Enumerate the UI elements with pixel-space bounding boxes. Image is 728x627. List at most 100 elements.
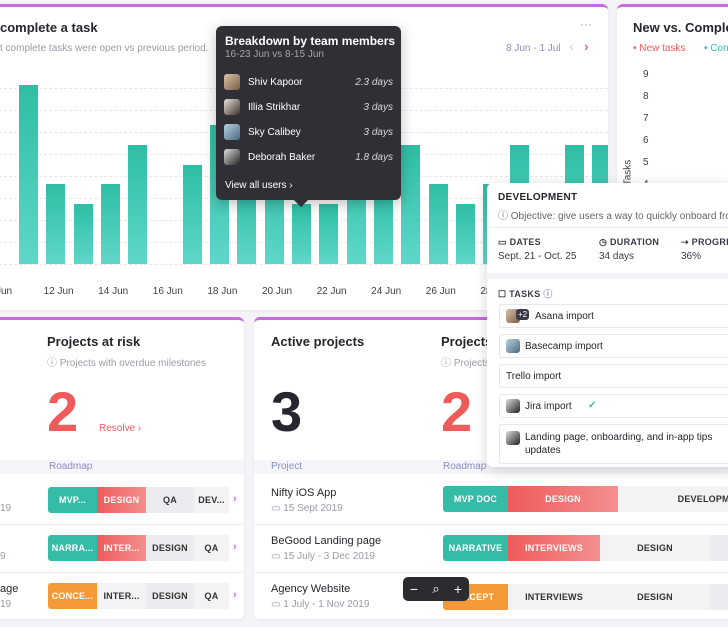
roadmap-segment[interactable]: DESIGN	[97, 487, 146, 513]
chart-bar[interactable]	[237, 184, 257, 264]
x-tick-label: 26 Jun	[425, 286, 456, 297]
chart-bar[interactable]	[46, 184, 66, 264]
chart-bar[interactable]	[100, 184, 120, 264]
zoom-out-button[interactable]: −	[409, 581, 419, 597]
chart-bar[interactable]	[182, 164, 202, 264]
task-item[interactable]: +2 Asana import	[499, 304, 728, 328]
development-popup: DEVELOPMENT ⓘ Objective: give users a wa…	[487, 183, 728, 467]
roadmap-segment[interactable]: DESIGN	[600, 535, 710, 561]
roadmap-segment[interactable]: MVP DOC	[443, 486, 508, 512]
progress-value: 36%	[681, 251, 702, 262]
risk-row-date: 9	[0, 551, 6, 562]
risk2-count: 2	[441, 380, 473, 443]
task-item[interactable]: Basecamp import	[499, 334, 728, 358]
roadmap-segment[interactable]: CONCE...	[48, 583, 97, 609]
risk-subtitle: ⓘ Projects with overdue milestones	[47, 358, 206, 369]
roadmap-segment[interactable]: NARRA...	[48, 535, 97, 561]
check-icon: ✓	[588, 400, 597, 411]
project-name[interactable]: Nifty iOS App	[271, 487, 337, 499]
roadmap-segment[interactable]: INTER...	[97, 535, 146, 561]
nvc-title: New vs. Complete	[633, 20, 728, 35]
resolve-link[interactable]: Resolve ›	[99, 423, 141, 434]
roadmap-segment[interactable]: DESIGN	[508, 486, 618, 512]
roadmap-segment[interactable]: NARRATIVE	[443, 535, 508, 561]
x-tick-label: 16 Jun	[152, 286, 183, 297]
x-tick-label: 14 Jun	[98, 286, 129, 297]
roadmap-segment[interactable]	[710, 584, 728, 610]
extra-assignees-badge: +2	[516, 309, 530, 320]
roadmap-segment[interactable]: DESIGN	[600, 584, 710, 610]
chevron-right-icon[interactable]: ›	[233, 589, 237, 601]
next-arrow[interactable]: ›	[584, 38, 589, 54]
roadmap-segment[interactable]	[710, 535, 728, 561]
zoom-control: − ⌕ +	[403, 577, 469, 601]
chart-bar[interactable]	[373, 184, 393, 264]
risk2-subtitle: ⓘ Projects	[441, 358, 490, 369]
dates-label: ▭ DATES	[498, 237, 541, 247]
roadmap-segment[interactable]: INTERVIEWS	[508, 535, 600, 561]
risk-title: Projects at risk	[47, 334, 141, 349]
legend-new-label: New tasks	[639, 43, 686, 54]
project-dates: ▭ 1 July - 1 Nov 2019	[271, 599, 370, 610]
task-item[interactable]: Landing page, onboarding, and in-app tip…	[499, 424, 728, 464]
roadmap-segment[interactable]: DESIGN	[146, 583, 194, 609]
avatar	[506, 339, 520, 353]
tooltip-subtitle: 16-23 Jun vs 8-15 Jun	[225, 49, 324, 60]
tasks-label-text: TASKS	[509, 289, 541, 299]
search-icon[interactable]: ⌕	[432, 581, 440, 596]
roadmap-segment[interactable]: MVP...	[48, 487, 97, 513]
roadmap-row[interactable]: NARRA... INTER... DESIGN QA	[48, 535, 238, 561]
chevron-right-icon[interactable]: ›	[233, 541, 237, 553]
y-tick-label: 9	[643, 69, 649, 80]
chart-bar[interactable]	[428, 184, 448, 264]
roadmap-segment[interactable]: INTERVIEWS	[508, 584, 600, 610]
y-tick-label: 8	[643, 91, 649, 102]
roadmap-segment[interactable]: DEVELOPMENT	[618, 486, 728, 512]
more-menu[interactable]: ···	[580, 17, 592, 31]
chart-bar[interactable]	[292, 204, 311, 264]
task-item[interactable]: Trello import	[499, 364, 728, 388]
risk-row-date: 19	[0, 599, 12, 610]
task-item[interactable]: Jira import ✓	[499, 394, 728, 418]
resolve-label: Resolve	[99, 423, 136, 434]
roadmap-row[interactable]: CONCE... INTER... DESIGN QA	[48, 583, 238, 609]
chart-bar[interactable]	[455, 204, 475, 264]
chart-bar[interactable]	[401, 144, 421, 264]
roadmap-row[interactable]: NCEPT INTERVIEWS DESIGN	[443, 584, 728, 610]
roadmap-segment[interactable]: INTER...	[97, 583, 146, 609]
roadmap-segment[interactable]: QA	[194, 583, 229, 609]
member-name: Shiv Kapoor	[248, 77, 303, 88]
x-tick-label: 18 Jun	[207, 286, 238, 297]
duration-label: ◷ DURATION	[599, 237, 660, 247]
roadmap-segment[interactable]: DESIGN	[146, 535, 194, 561]
project-name[interactable]: Agency Website	[271, 583, 351, 595]
avatar	[224, 74, 240, 90]
risk2-subtitle-text: Projects	[453, 358, 490, 369]
project-name[interactable]: BeGood Landing page	[271, 535, 382, 547]
roadmap-row[interactable]: MVP... DESIGN QA DEV...	[48, 487, 238, 513]
roadmap-row[interactable]: NARRATIVE INTERVIEWS DESIGN	[443, 535, 728, 561]
prev-arrow[interactable]: ‹	[569, 38, 574, 54]
chart-bar[interactable]	[319, 204, 339, 264]
dates-value: Sept. 21 - Oct. 25	[498, 251, 577, 262]
view-all-users-link[interactable]: View all users ›	[225, 180, 293, 191]
roadmap-segment[interactable]: QA	[194, 535, 229, 561]
roadmap-segment[interactable]: QA	[146, 487, 194, 513]
chevron-right-icon[interactable]: ›	[233, 493, 237, 505]
roadmap-row[interactable]: MVP DOC DESIGN DEVELOPMENT	[443, 486, 728, 512]
zoom-in-button[interactable]: +	[453, 581, 463, 597]
member-row: Shiv Kapoor 2.3 days	[224, 73, 393, 93]
y-tick-label: 5	[643, 157, 649, 168]
chart-bar[interactable]	[128, 144, 148, 264]
chevron-right-icon: ›	[289, 180, 293, 191]
dates-label-text: DATES	[509, 237, 541, 247]
roadmap-segment[interactable]: DEV...	[194, 487, 229, 513]
chart-bar[interactable]	[19, 84, 38, 264]
date-range[interactable]: 8 Jun - 1 Jul	[506, 43, 561, 54]
chart-bar[interactable]	[73, 204, 93, 264]
x-tick-label: 24 Jun	[371, 286, 402, 297]
member-name: Deborah Baker	[248, 152, 316, 163]
avatar	[506, 431, 520, 445]
duration-label-text: DURATION	[609, 237, 660, 247]
active-count: 3	[271, 380, 303, 443]
